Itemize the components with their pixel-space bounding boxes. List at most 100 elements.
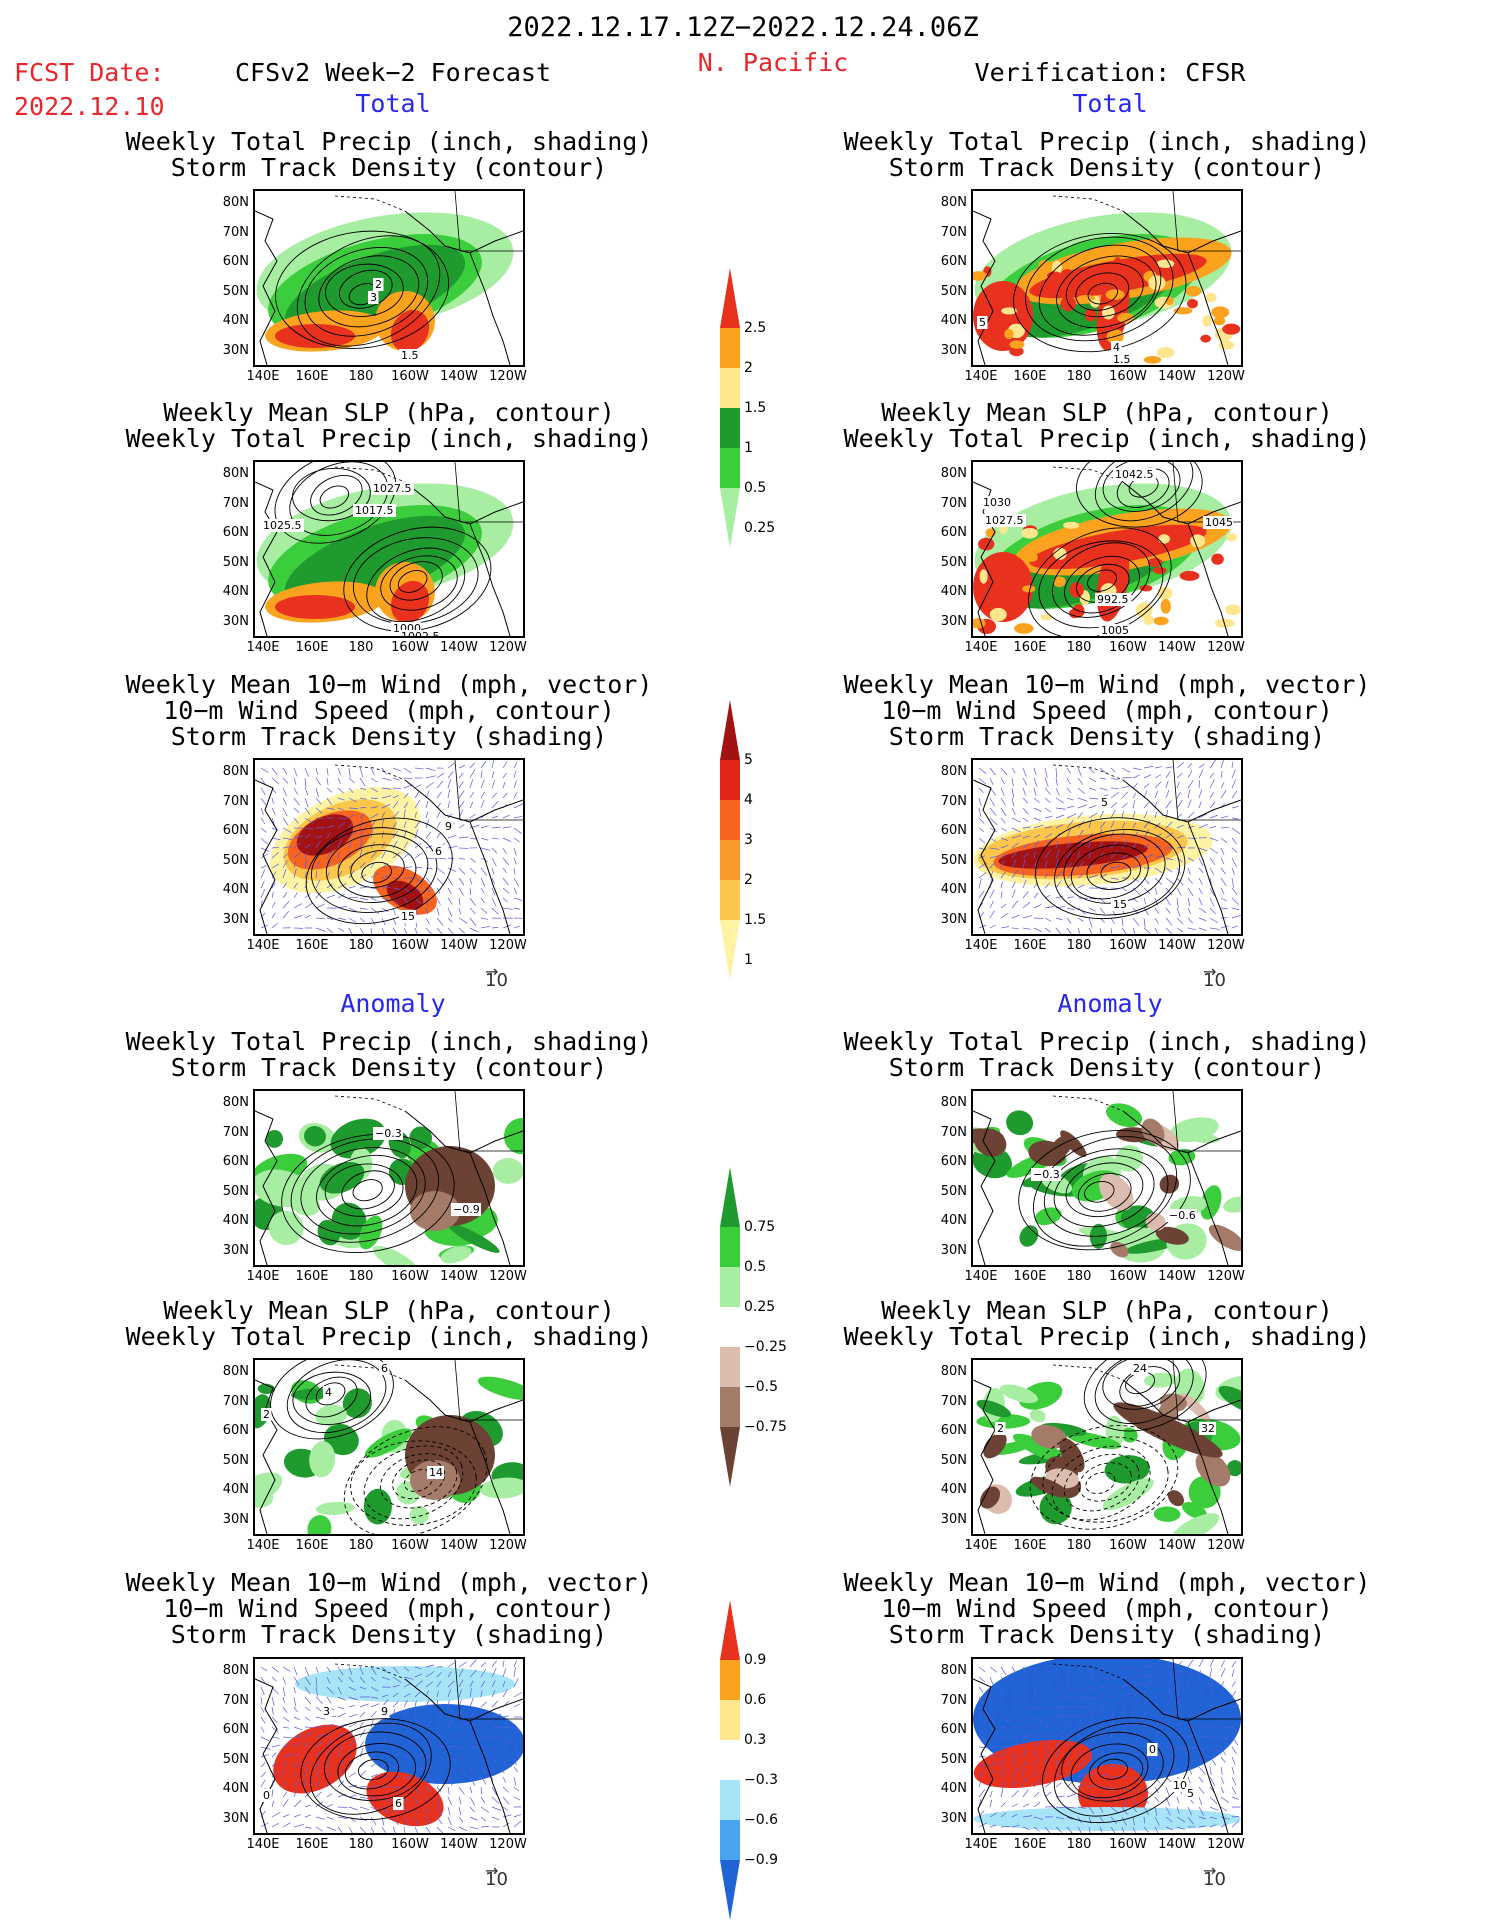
colorbar-swatch	[720, 1700, 740, 1740]
longitude-label: 160E	[1013, 1269, 1047, 1284]
contour-label: −0.9	[451, 1203, 481, 1216]
forecast-panel-title-line: Weekly Mean 10−m Wind (mph, vector)	[125, 1568, 653, 1597]
colorbar-swatch	[720, 920, 740, 980]
verification-panel-title-line: Weekly Mean 10−m Wind (mph, vector)	[843, 1568, 1371, 1597]
latitude-label: 40N	[222, 313, 249, 328]
colorbar-label: 0.9	[744, 1652, 767, 1668]
longitude-label: 120W	[1207, 1538, 1245, 1553]
date-range-title: 2022.12.17.12Z−2022.12.24.06Z	[507, 12, 979, 43]
svg-text:9: 9	[381, 1705, 388, 1718]
forecast-panel-title-line: Storm Track Density (shading)	[170, 1620, 608, 1649]
latitude-label: 80N	[940, 195, 967, 210]
colorbar-label: 0.75	[744, 1219, 776, 1235]
longitude-label: 160W	[1109, 1538, 1147, 1553]
longitude-label: 140E	[964, 938, 998, 953]
latitude-label: 30N	[940, 911, 967, 927]
verification-title: Verification: CFSR	[974, 58, 1246, 87]
colorbar-swatch	[720, 1307, 740, 1347]
forecast-slp-anom-map: 6 4 2 14	[253, 1358, 525, 1536]
longitude-label: 160E	[295, 1269, 329, 1284]
latitude-label: 60N	[222, 1722, 249, 1737]
verification-panel-title-line: 10−m Wind Speed (mph, contour)	[881, 1594, 1333, 1623]
latitude-label: 30N	[222, 1242, 249, 1258]
latitude-label: 70N	[222, 224, 249, 240]
forecast-panel-title-line: 10−m Wind Speed (mph, contour)	[163, 1594, 615, 1623]
longitude-label: 160E	[1013, 640, 1047, 655]
forecast-panel-title-line: Weekly Mean SLP (hPa, contour)	[163, 398, 615, 427]
contour-label: 15	[399, 910, 416, 923]
colorbar-label: 2.5	[744, 320, 767, 336]
latitude-label: 40N	[940, 1482, 967, 1497]
contour-label: 32	[1199, 1422, 1216, 1435]
longitude-label: 180	[1066, 640, 1092, 655]
longitude-label: 140E	[246, 938, 280, 953]
longitude-label: 120W	[1207, 640, 1245, 655]
svg-text:−0.3: −0.3	[1033, 1168, 1060, 1181]
longitude-label: 120W	[489, 640, 527, 655]
verification-panel-title-line: Storm Track Density (contour)	[888, 153, 1326, 182]
svg-text:3: 3	[323, 1705, 330, 1718]
reference-vector-label: 10	[1203, 1869, 1226, 1890]
longitude-label: 140E	[246, 369, 280, 384]
longitude-label: 160W	[391, 938, 429, 953]
svg-text:4: 4	[325, 1386, 332, 1399]
latitude-label: 80N	[940, 1364, 967, 1379]
latitude-label: 50N	[222, 1452, 249, 1468]
latitude-label: 50N	[940, 852, 967, 868]
verification-precip-anom-map: −0.3 −0.6	[971, 1089, 1243, 1267]
svg-text:1017.5: 1017.5	[355, 504, 394, 517]
colorbar-swatch	[720, 1167, 740, 1227]
contour-label: 1002.5	[399, 630, 442, 636]
latitude-label: 30N	[940, 342, 967, 358]
latitude-label: 50N	[940, 283, 967, 299]
contour-label: 3	[368, 291, 379, 304]
latitude-label: 40N	[222, 1482, 249, 1497]
latitude-label: 80N	[940, 466, 967, 481]
longitude-label: 180	[1066, 1538, 1092, 1553]
longitude-label: 140E	[246, 1269, 280, 1284]
colorbar-label: 5	[744, 752, 753, 768]
colorbar-label: −0.25	[744, 1339, 787, 1355]
longitude-label: 120W	[489, 1837, 527, 1852]
longitude-label: 160E	[1013, 938, 1047, 953]
contour-label: 1005	[1099, 624, 1129, 636]
contour-label: 6	[393, 1797, 404, 1810]
reference-vector-label: 10	[1203, 970, 1226, 991]
longitude-label: 140W	[1158, 938, 1196, 953]
longitude-label: 140W	[1158, 1269, 1196, 1284]
verification-panel-title-line: Storm Track Density (shading)	[888, 722, 1326, 751]
longitude-label: 160W	[1109, 938, 1147, 953]
latitude-label: 30N	[940, 1511, 967, 1527]
svg-text:5: 5	[979, 316, 986, 329]
colorbar-label: 2	[744, 872, 753, 888]
colorbar-swatch	[720, 1427, 740, 1487]
verification-panel-title-line: Weekly Total Precip (inch, shading)	[843, 424, 1371, 453]
colorbar-label: −0.6	[744, 1812, 778, 1828]
latitude-label: 60N	[940, 823, 967, 838]
svg-text:2: 2	[375, 278, 382, 291]
colorbar-swatch	[720, 268, 740, 328]
longitude-label: 140E	[964, 1269, 998, 1284]
latitude-label: 40N	[222, 882, 249, 897]
longitude-label: 180	[348, 369, 374, 384]
colorbar-swatch	[720, 1660, 740, 1700]
colorbar-label: 4	[744, 792, 753, 808]
contour-label: 0	[261, 1789, 272, 1802]
forecast-panel-title-line: Storm Track Density (contour)	[170, 153, 608, 182]
forecast-title: CFSv2 Week−2 Forecast	[234, 58, 552, 87]
forecast-panel-title-line: Weekly Total Precip (inch, shading)	[125, 127, 653, 156]
contour-label: 15	[1111, 898, 1128, 911]
latitude-label: 50N	[940, 554, 967, 570]
colorbar-label: 0.3	[744, 1732, 767, 1748]
longitude-label: 160W	[1109, 640, 1147, 655]
latitude-label: 70N	[222, 1692, 249, 1708]
latitude-label: 40N	[940, 584, 967, 599]
longitude-label: 140E	[246, 1837, 280, 1852]
latitude-label: 50N	[222, 554, 249, 570]
latitude-label: 50N	[222, 1751, 249, 1767]
forecast-panel-title-line: Weekly Mean SLP (hPa, contour)	[163, 1296, 615, 1325]
colorbar-label: 2	[744, 360, 753, 376]
verification-panel-title-line: Weekly Total Precip (inch, shading)	[843, 1322, 1371, 1351]
verification-total-heading: Total	[1072, 89, 1148, 118]
longitude-label: 120W	[489, 369, 527, 384]
